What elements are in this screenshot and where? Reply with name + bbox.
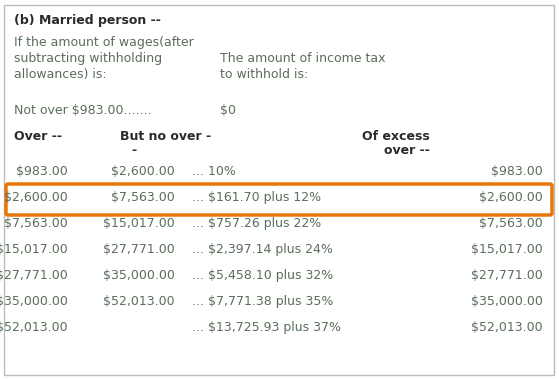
Text: $7,563.00: $7,563.00 xyxy=(479,217,543,230)
Text: ... $5,458.10 plus 32%: ... $5,458.10 plus 32% xyxy=(192,269,333,282)
Text: $0: $0 xyxy=(220,104,236,117)
Text: (b) Married person --: (b) Married person -- xyxy=(14,14,161,27)
Text: $52,013.00: $52,013.00 xyxy=(0,321,68,334)
Text: to withhold is:: to withhold is: xyxy=(220,68,308,81)
Text: If the amount of wages(after: If the amount of wages(after xyxy=(14,36,194,49)
Text: $52,013.00: $52,013.00 xyxy=(471,321,543,334)
Text: $7,563.00: $7,563.00 xyxy=(111,191,175,204)
Text: ... $2,397.14 plus 24%: ... $2,397.14 plus 24% xyxy=(192,243,333,256)
Text: subtracting withholding: subtracting withholding xyxy=(14,52,162,65)
Text: $983.00: $983.00 xyxy=(16,165,68,178)
Text: $2,600.00: $2,600.00 xyxy=(111,165,175,178)
Text: $15,017.00: $15,017.00 xyxy=(0,243,68,256)
Text: The amount of income tax: The amount of income tax xyxy=(220,52,386,65)
Text: over --: over -- xyxy=(384,144,430,157)
FancyBboxPatch shape xyxy=(4,5,554,375)
Text: -: - xyxy=(131,144,136,157)
Text: ... $757.26 plus 22%: ... $757.26 plus 22% xyxy=(192,217,321,230)
Text: $15,017.00: $15,017.00 xyxy=(103,217,175,230)
Text: ... 10%: ... 10% xyxy=(192,165,236,178)
Text: $52,013.00: $52,013.00 xyxy=(103,295,175,308)
Text: $983.00: $983.00 xyxy=(491,165,543,178)
Text: ... $13,725.93 plus 37%: ... $13,725.93 plus 37% xyxy=(192,321,341,334)
Text: $2,600.00: $2,600.00 xyxy=(479,191,543,204)
Text: Over --: Over -- xyxy=(14,130,62,143)
Text: $35,000.00: $35,000.00 xyxy=(103,269,175,282)
Text: allowances) is:: allowances) is: xyxy=(14,68,107,81)
Text: $27,771.00: $27,771.00 xyxy=(0,269,68,282)
Text: $27,771.00: $27,771.00 xyxy=(103,243,175,256)
Text: $2,600.00: $2,600.00 xyxy=(4,191,68,204)
Text: $15,017.00: $15,017.00 xyxy=(471,243,543,256)
Text: Not over $983.00.......: Not over $983.00....... xyxy=(14,104,151,117)
Text: But no over -: But no over - xyxy=(120,130,211,143)
Text: ... $161.70 plus 12%: ... $161.70 plus 12% xyxy=(192,191,321,204)
Text: $27,771.00: $27,771.00 xyxy=(471,269,543,282)
Text: ... $7,771.38 plus 35%: ... $7,771.38 plus 35% xyxy=(192,295,333,308)
FancyBboxPatch shape xyxy=(6,184,552,215)
Text: $35,000.00: $35,000.00 xyxy=(0,295,68,308)
Text: Of excess: Of excess xyxy=(362,130,430,143)
Text: $7,563.00: $7,563.00 xyxy=(4,217,68,230)
Text: $35,000.00: $35,000.00 xyxy=(471,295,543,308)
